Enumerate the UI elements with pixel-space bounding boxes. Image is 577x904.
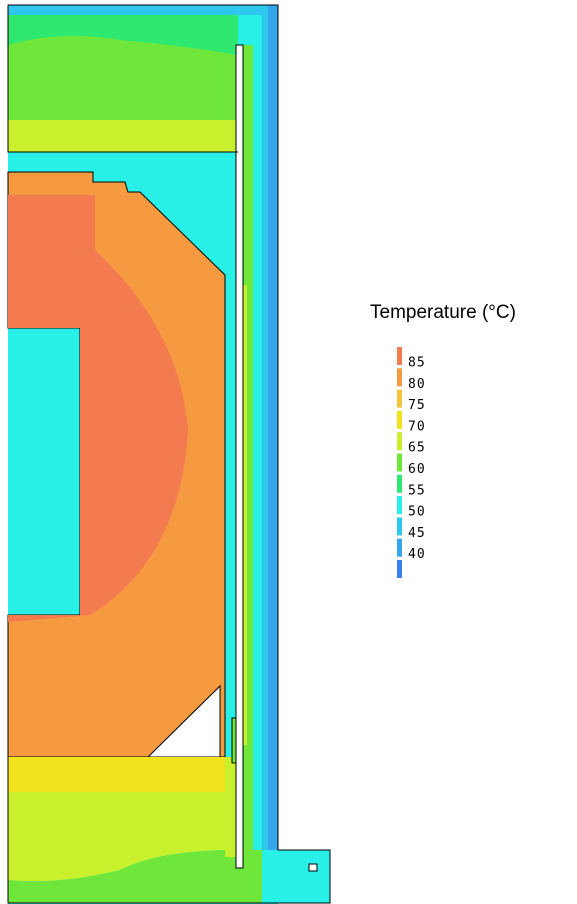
- legend-label: 45: [408, 526, 426, 541]
- legend-swatch: [397, 347, 402, 365]
- legend-swatch: [397, 474, 402, 493]
- top-band: [8, 36, 238, 95]
- sensor: [308, 863, 318, 872]
- bottom-band: [8, 757, 236, 792]
- bottom-band: [8, 792, 236, 882]
- legend-label: 65: [408, 441, 426, 456]
- legend-label: 40: [408, 547, 426, 562]
- legend: 85 80 75 70 65 60 55 50 45 40: [397, 347, 426, 578]
- outline: [7, 5, 238, 153]
- legend-swatch: [397, 368, 402, 387]
- legend-label: 50: [408, 505, 426, 520]
- fin: [231, 717, 237, 764]
- legend-title: Temperature (°C): [370, 302, 516, 323]
- green-strip: [243, 45, 253, 868]
- legend-label: 75: [408, 398, 426, 413]
- legend-swatch: [397, 410, 402, 429]
- outline: [7, 4, 331, 904]
- legend-swatch: [397, 432, 402, 451]
- top-band: [8, 120, 238, 152]
- top-band: [8, 95, 238, 120]
- legend-swatch: [397, 560, 402, 578]
- slot: [235, 44, 244, 869]
- legend-label: 70: [408, 419, 426, 434]
- legend-label: 60: [408, 462, 426, 477]
- temperature-field: [7, 4, 331, 904]
- yellow-strip: [243, 285, 247, 745]
- bottom-band: [8, 850, 262, 903]
- bottom-strip: [225, 757, 236, 857]
- legend-swatch: [397, 453, 402, 472]
- legend-label: 55: [408, 483, 426, 498]
- legend-swatch: [397, 389, 402, 408]
- legend-swatch: [397, 496, 402, 515]
- fluid-outlet: [278, 850, 330, 903]
- coldest-edge: [268, 5, 278, 850]
- legend-label: 85: [408, 356, 426, 371]
- legend-swatch: [397, 538, 402, 557]
- hot-core: [8, 195, 188, 622]
- top-edge: [8, 5, 262, 15]
- legend-label: 80: [408, 377, 426, 392]
- legend-swatch: [397, 517, 402, 536]
